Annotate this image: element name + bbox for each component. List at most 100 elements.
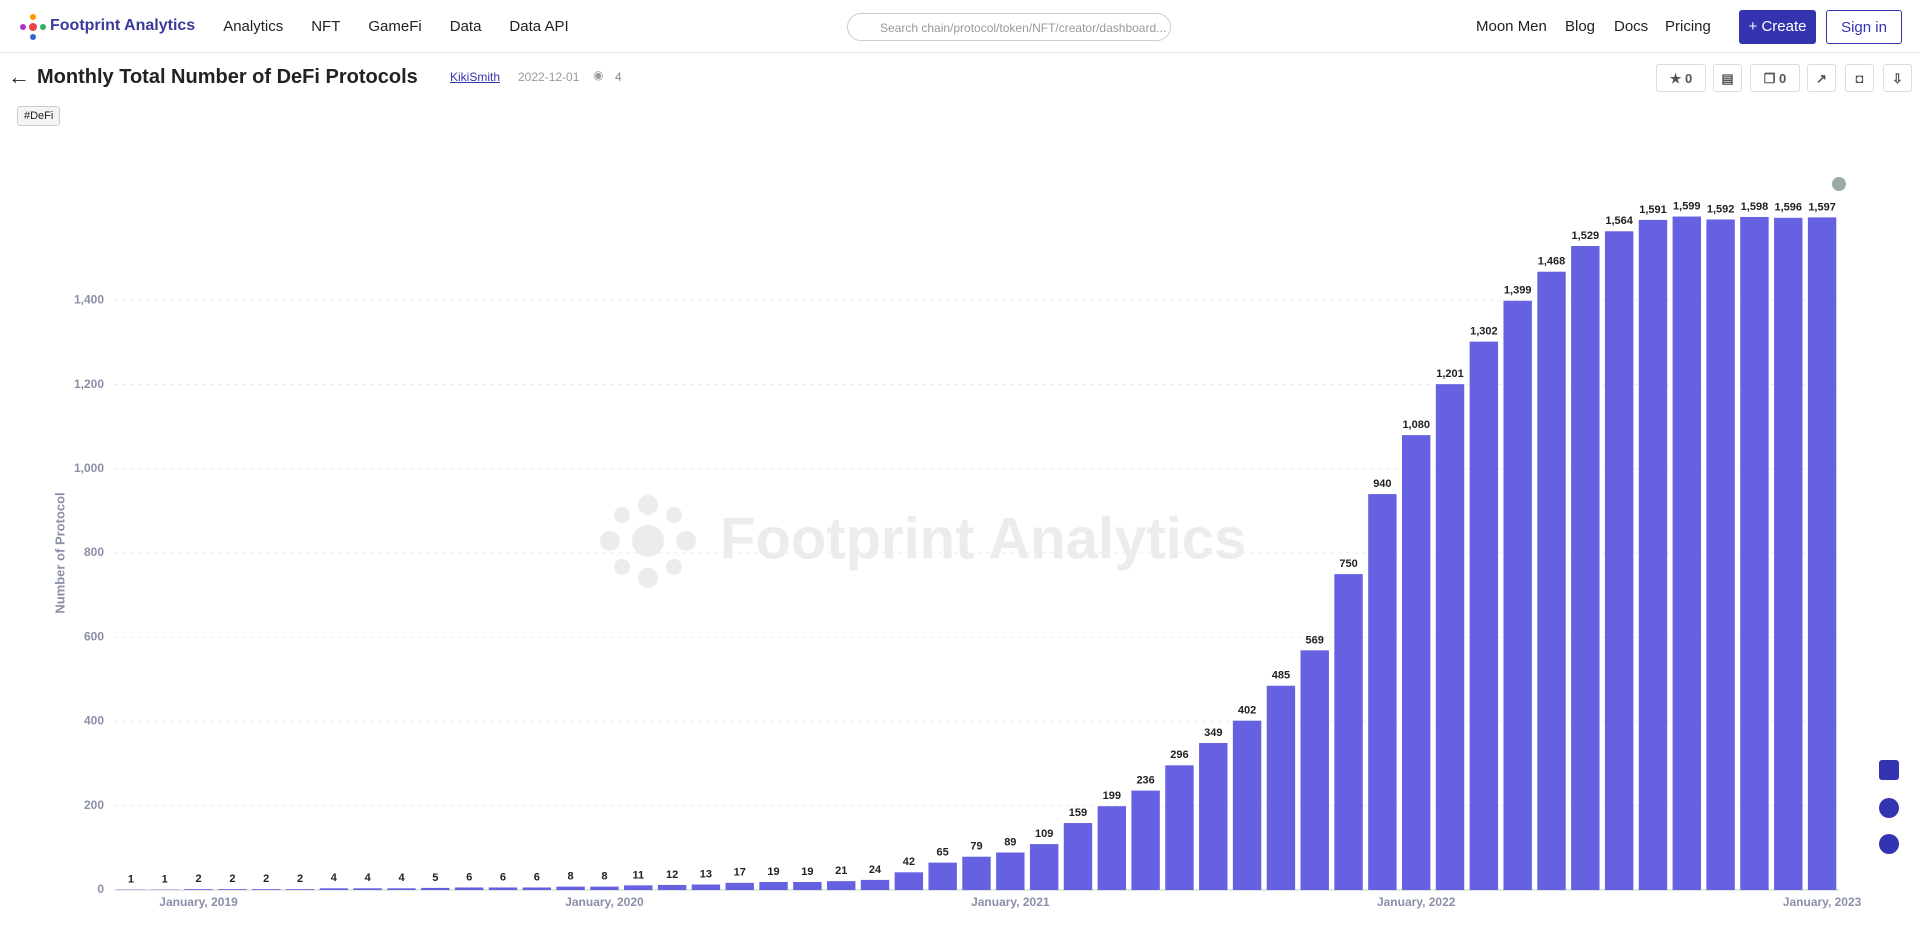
data-label: 2 [263, 873, 269, 885]
y-tick-label: 600 [84, 629, 104, 643]
x-tick-label: January, 2023 [1783, 895, 1862, 909]
bar [1604, 231, 1634, 890]
y-tick-label: 400 [84, 714, 104, 728]
link[interactable]: Moon Men [1476, 18, 1547, 35]
data-label: 89 [1004, 836, 1016, 848]
data-label: 1,599 [1673, 200, 1701, 212]
bar [1029, 844, 1059, 890]
back-arrow[interactable]: ← [8, 64, 30, 89]
link[interactable]: Pricing [1665, 18, 1711, 35]
brand[interactable]: Footprint Analytics [50, 17, 196, 34]
data-label: 8 [568, 871, 574, 883]
data-label: 1,201 [1436, 368, 1464, 380]
data-label: 199 [1103, 790, 1121, 802]
data-label: 296 [1170, 749, 1188, 761]
nav-link[interactable]: Data API [509, 17, 569, 35]
bar [827, 881, 856, 890]
data-label: 236 [1136, 775, 1154, 787]
x-tick-label: January, 2021 [971, 895, 1050, 909]
data-label: 21 [835, 865, 847, 877]
bar [421, 887, 450, 890]
data-label: 19 [801, 866, 813, 878]
bar [1199, 743, 1228, 890]
button[interactable]: ▤ [1713, 64, 1742, 92]
header: Footprint Analytics Analytics NFT GameFi… [0, 0, 1920, 53]
bar [1469, 341, 1499, 890]
bar [1807, 217, 1837, 891]
star-button[interactable]: ★ 0 [1656, 64, 1706, 92]
telegram-icon[interactable] [1879, 798, 1899, 818]
y-axis-label: Number of Protocol [52, 492, 67, 613]
info-icon[interactable] [1832, 177, 1846, 191]
bar [1402, 435, 1431, 890]
button[interactable]: ⇩ [1883, 64, 1912, 92]
nav-link[interactable]: GameFi [368, 17, 422, 35]
data-label: 17 [734, 867, 746, 879]
data-label: 13 [700, 868, 712, 880]
data-label: 1 [162, 873, 168, 885]
logo [20, 14, 46, 40]
data-label: 2 [195, 873, 201, 885]
data-label: 1,592 [1707, 203, 1735, 215]
data-label: 4 [398, 872, 405, 884]
count: 0 [1779, 71, 1787, 86]
bar [1672, 216, 1701, 890]
data-label: 8 [601, 871, 607, 883]
link[interactable]: Blog [1565, 18, 1596, 35]
nav-link[interactable]: Data [449, 17, 482, 35]
nav-link[interactable]: Analytics [223, 17, 284, 35]
bar [556, 886, 585, 890]
data-label: 402 [1238, 705, 1256, 717]
count: 0 [1685, 71, 1693, 86]
data-label: 1,597 [1808, 201, 1836, 213]
search[interactable]: Search chain/protocol/token/NFT/creator/… [847, 13, 1171, 41]
button[interactable]: ↗ [1807, 64, 1836, 92]
data-label: 6 [500, 871, 506, 883]
bar [1131, 790, 1160, 890]
bar [962, 856, 991, 890]
author[interactable]: KikiSmith [450, 70, 501, 84]
create-button[interactable]: + Create [1739, 10, 1816, 44]
tag[interactable]: #DeFi [17, 106, 61, 126]
bar [1368, 494, 1397, 890]
data-label: 1,080 [1402, 419, 1430, 431]
bar [454, 887, 484, 890]
bar [691, 884, 721, 890]
data-label: 5 [432, 872, 438, 884]
y-tick-label: 0 [97, 882, 104, 896]
data-label: 1,598 [1741, 201, 1769, 213]
bar [1300, 650, 1329, 890]
bar [1232, 720, 1262, 890]
nav-link[interactable]: NFT [311, 17, 341, 35]
bar [1774, 217, 1803, 890]
bar [793, 881, 822, 890]
button[interactable]: ◘ [1845, 64, 1874, 92]
data-label: 2 [297, 873, 303, 885]
data-label: 4 [365, 872, 372, 884]
eye-icon: ◉ [593, 68, 604, 82]
y-tick-label: 1,000 [74, 461, 104, 475]
bar [1571, 246, 1600, 890]
data-label: 1,399 [1504, 285, 1532, 297]
twitter-icon[interactable] [1879, 834, 1899, 854]
bar [590, 886, 619, 890]
data-label: 1,564 [1605, 215, 1633, 227]
bar [928, 862, 957, 890]
bar [1740, 216, 1769, 890]
data-label: 19 [767, 866, 779, 878]
signin-button[interactable]: Sign in [1826, 10, 1902, 44]
watermark: Footprint Analytics [720, 506, 1246, 571]
y-tick-label: 200 [84, 798, 104, 812]
y-tick-label: 1,200 [74, 377, 104, 391]
data-label: 12 [666, 869, 678, 881]
link[interactable]: Docs [1614, 18, 1649, 35]
copy-button[interactable]: ❐ 0 [1750, 64, 1800, 92]
bar [725, 882, 754, 890]
data-label: 6 [534, 871, 540, 883]
data-label: 349 [1204, 727, 1222, 739]
bar [353, 888, 382, 890]
y-tick-label: 1,400 [74, 293, 104, 307]
data-label: 65 [937, 847, 949, 859]
discord-icon[interactable] [1879, 760, 1899, 780]
